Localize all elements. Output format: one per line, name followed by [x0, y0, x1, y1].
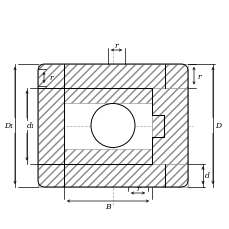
Text: B: B [105, 202, 110, 210]
Text: r: r [196, 72, 200, 80]
Bar [151, 88, 187, 164]
Text: d: d [204, 172, 209, 180]
Text: r: r [114, 42, 118, 50]
Bar [64, 88, 151, 103]
Bar [151, 115, 163, 137]
Text: r: r [49, 74, 53, 82]
Bar [38, 65, 187, 187]
Text: d₁: d₁ [27, 122, 35, 130]
Text: r: r [136, 184, 139, 192]
Text: D₁: D₁ [4, 122, 14, 130]
Text: D: D [214, 122, 220, 130]
Bar [38, 164, 187, 187]
Bar [38, 65, 187, 88]
Bar [38, 88, 64, 164]
Circle shape [91, 104, 134, 148]
Bar [64, 149, 151, 164]
